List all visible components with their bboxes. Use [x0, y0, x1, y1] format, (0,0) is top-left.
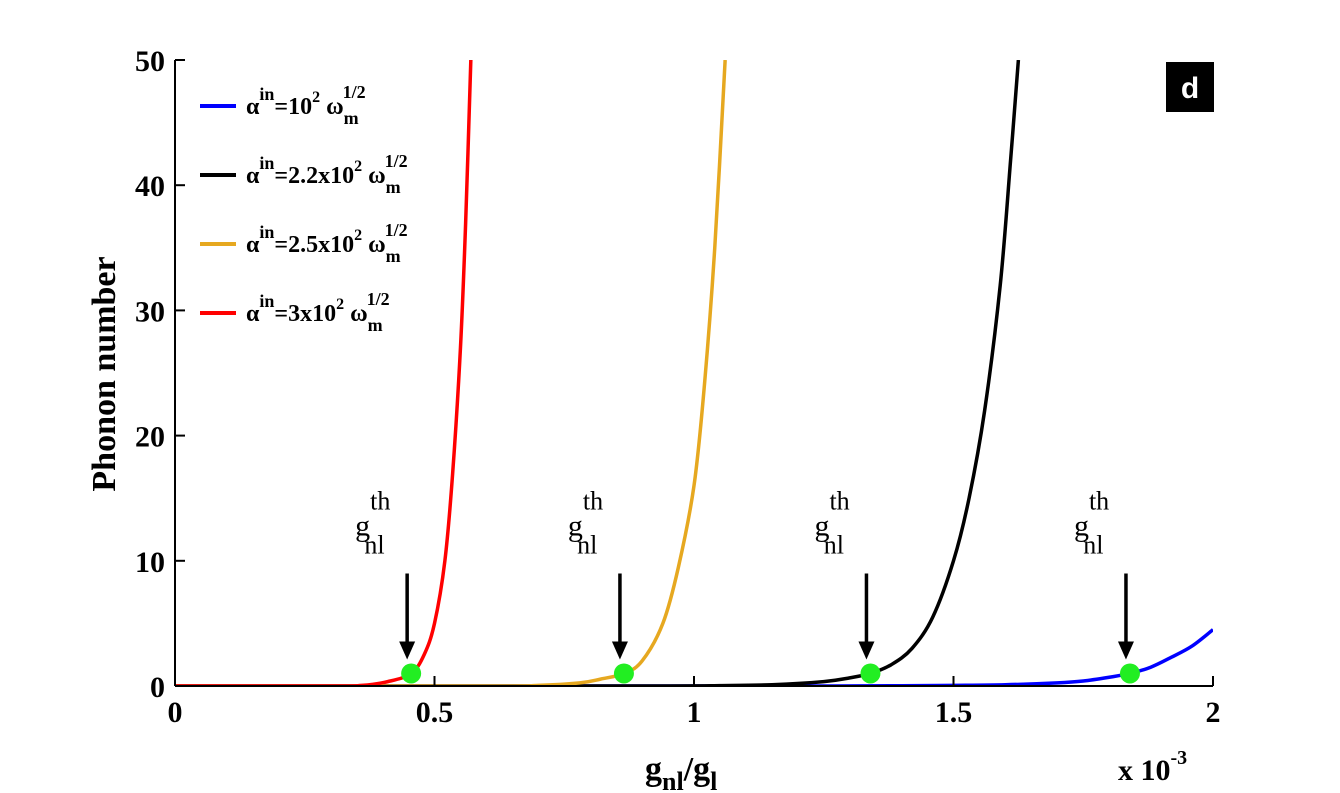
series-line-1	[175, 628, 1213, 686]
threshold-arrow-head-3	[858, 641, 875, 660]
x-tick-label-0: 0	[168, 696, 183, 729]
curves-layer	[175, 60, 1213, 686]
y-tick-label-4: 40	[135, 170, 165, 203]
y-axis-label: Phonon number	[86, 256, 123, 491]
x-axis-label-sub2: l	[710, 767, 717, 793]
legend-entry-3: αin=2.5x102 ωm1/2	[246, 220, 408, 266]
series-line-3	[175, 60, 727, 686]
threshold-arrows-layer: gth nl gth nl gth nl gth nl	[355, 486, 1134, 660]
threshold-label-2: gth nl	[568, 486, 603, 559]
threshold-arrow-head-4	[1117, 641, 1134, 660]
x-tick-label-3: 1.5	[935, 696, 973, 729]
x-tick-label-1: 0.5	[416, 696, 454, 729]
threshold-label-1: gth nl	[355, 486, 390, 559]
threshold-marker-2	[613, 663, 634, 684]
panel-label: d	[1181, 72, 1199, 105]
threshold-arrow-head-2	[611, 641, 628, 660]
threshold-label-3: gth nl	[814, 486, 849, 559]
x-axis-multiplier: x 10-3	[1118, 747, 1187, 787]
x-multiplier-base: x 10	[1118, 754, 1171, 787]
y-tick-label-2: 20	[135, 421, 165, 454]
threshold-marker-1	[401, 663, 422, 684]
y-tick-label-3: 30	[135, 295, 165, 328]
y-tick-label-0: 0	[150, 671, 165, 704]
legend: αin=102 ωm1/2 αin=2.2x102 ωm1/2 αin=2.5x10…	[200, 82, 408, 335]
series-line-2	[175, 60, 1021, 686]
legend-entry-1: αin=102 ωm1/2	[246, 82, 366, 128]
panel-label-box	[1166, 62, 1214, 112]
legend-entry-2: αin=2.2x102 ωm1/2	[246, 151, 408, 197]
x-axis-label: gnl/gl	[645, 751, 717, 793]
y-tick-label-5: 50	[135, 45, 165, 78]
series-line-4	[175, 60, 473, 686]
threshold-marker-4	[1119, 663, 1140, 684]
threshold-marker-3	[860, 663, 881, 684]
threshold-markers-layer	[401, 663, 1140, 684]
x-tick-label-4: 2	[1206, 696, 1221, 729]
x-axis-label-sub1: nl	[662, 767, 684, 793]
x-axis-label-slash: /g	[683, 751, 710, 788]
threshold-label-4: gth nl	[1074, 486, 1109, 559]
y-tick-label-1: 10	[135, 546, 165, 579]
threshold-arrow-head-1	[399, 641, 416, 660]
x-multiplier-exponent: -3	[1171, 747, 1188, 769]
x-axis-label-main: g	[645, 751, 662, 788]
legend-entry-4: αin=3x102 ωm1/2	[246, 289, 390, 335]
x-tick-label-2: 1	[687, 696, 702, 729]
